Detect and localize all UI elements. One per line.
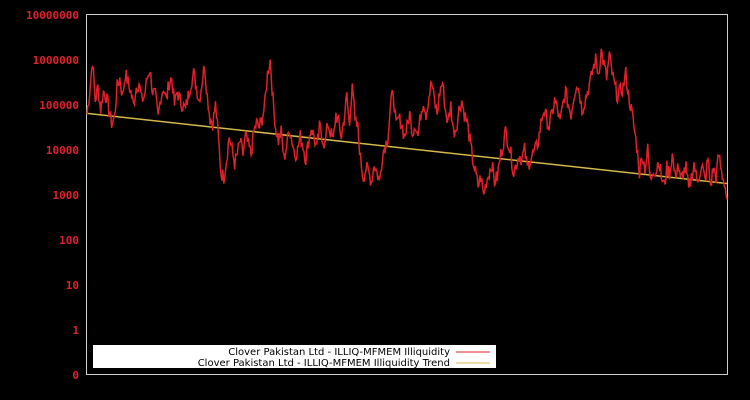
y-tick-label: 100000 [39,99,79,112]
y-tick-label: 1 [72,324,79,337]
y-tick-label: 100 [59,234,79,247]
y-tick-label: 10000000 [26,9,79,22]
legend: Clover Pakistan Ltd - ILLIQ-MFMEM Illiqu… [93,345,496,369]
y-tick-label: 10000 [46,144,79,157]
y-tick-label: 1000000 [33,54,79,67]
trend-line [86,112,728,185]
plot-frame [86,14,728,375]
legend-label-trend: Clover Pakistan Ltd - ILLIQ-MFMEM Illiqu… [198,358,450,369]
legend-box [93,345,496,368]
y-tick-label: 10 [66,279,79,292]
legend-label-illiquidity: Clover Pakistan Ltd - ILLIQ-MFMEM Illiqu… [228,347,450,358]
illiquidity-line [86,48,728,200]
y-tick-label: 1000 [53,189,80,202]
y-tick-label: 0 [72,369,79,382]
